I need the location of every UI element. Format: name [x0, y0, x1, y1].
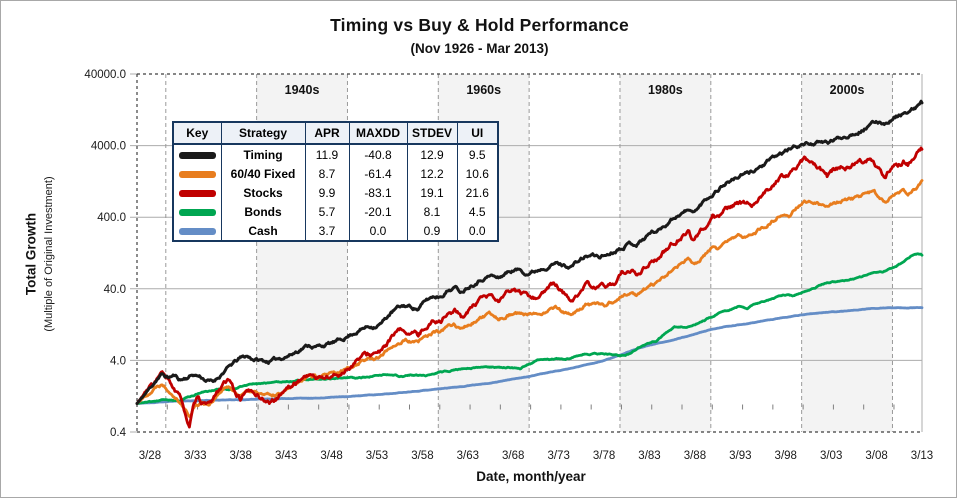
- x-tick-label: 3/13: [911, 450, 933, 462]
- legend-color-swatch: [178, 151, 216, 159]
- legend-value-cell: -20.1: [348, 202, 408, 221]
- legend-header-key: Key: [172, 122, 222, 145]
- legend-header-maxdd: MAXDD: [348, 122, 408, 145]
- legend-value-cell: -83.1: [348, 183, 408, 202]
- legend-key-cell: [172, 202, 222, 221]
- legend-value-cell: 0.0: [456, 221, 499, 241]
- legend-value-cell: 21.6: [456, 183, 499, 202]
- chart-title: Timing vs Buy & Hold Performance: [330, 15, 629, 35]
- series-line-stocks: [135, 146, 924, 429]
- legend-color-swatch: [178, 170, 216, 178]
- legend-value-cell: 10.6: [456, 164, 499, 183]
- decade-label: 2000s: [830, 83, 865, 97]
- x-tick-label: 3/73: [547, 450, 569, 462]
- legend-value-cell: 0.9: [406, 221, 458, 241]
- legend-color-swatch: [178, 189, 216, 197]
- y-tick-label: 40000.0: [84, 69, 126, 81]
- legend-value-cell: 19.1: [406, 183, 458, 202]
- legend-value-cell: 0.0: [348, 221, 408, 241]
- legend-header-stdev: STDEV: [406, 122, 458, 145]
- chart-subtitle: (Nov 1926 - Mar 2013): [410, 41, 549, 56]
- x-tick-label: 3/63: [457, 450, 479, 462]
- legend-value-cell: 4.5: [456, 202, 499, 221]
- legend-strategy-cell: Bonds: [220, 202, 306, 221]
- legend-strategy-cell: Timing: [220, 144, 306, 164]
- legend-key-cell: [172, 164, 222, 183]
- y-axis-title: Total Growth: [23, 212, 39, 296]
- x-tick-label: 3/33: [184, 450, 206, 462]
- x-tick-label: 3/98: [775, 450, 797, 462]
- y-tick-label: 4.0: [110, 355, 126, 367]
- legend-value-cell: 5.7: [304, 202, 350, 221]
- y-tick-label: 40.0: [104, 284, 126, 296]
- x-tick-label: 3/38: [230, 450, 252, 462]
- legend-value-cell: 3.7: [304, 221, 350, 241]
- x-tick-label: 3/03: [820, 450, 842, 462]
- legend-table: Key Strategy APR MAXDD STDEV UI Timing 11.9 -40…: [172, 121, 499, 242]
- legend-table-header: Key Strategy APR MAXDD STDEV UI: [172, 122, 499, 145]
- legend-row-60-40-fixed: 60/40 Fixed 8.7 -61.4 12.2 10.6: [172, 164, 499, 183]
- x-tick-label: 3/48: [320, 450, 342, 462]
- x-tick-label: 3/08: [865, 450, 887, 462]
- legend-color-swatch: [178, 208, 216, 216]
- x-tick-label: 3/78: [593, 450, 615, 462]
- decade-label: 1960s: [466, 83, 501, 97]
- y-tick-label: 0.4: [110, 427, 127, 439]
- legend-value-cell: 12.2: [406, 164, 458, 183]
- legend-value-cell: 11.9: [304, 144, 350, 164]
- legend-header-ui: UI: [456, 122, 499, 145]
- legend-strategy-cell: 60/40 Fixed: [220, 164, 306, 183]
- legend-strategy-cell: Cash: [220, 221, 306, 241]
- decade-label: 1940s: [285, 83, 320, 97]
- series-line-timing: [135, 99, 924, 405]
- x-tick-label: 3/83: [638, 450, 660, 462]
- series-line-cash: [135, 306, 924, 405]
- legend-strategy-cell: Stocks: [220, 183, 306, 202]
- series-line-60-40-fixed: [135, 179, 924, 419]
- x-axis-title: Date, month/year: [476, 469, 586, 484]
- legend-key-cell: [172, 144, 222, 164]
- decade-label: 1980s: [648, 83, 683, 97]
- legend-color-swatch: [178, 227, 216, 235]
- x-tick-label: 3/68: [502, 450, 524, 462]
- legend-row-bonds: Bonds 5.7 -20.1 8.1 4.5: [172, 202, 499, 221]
- decade-band: [801, 74, 893, 432]
- legend-key-cell: [172, 183, 222, 202]
- legend-row-timing: Timing 11.9 -40.8 12.9 9.5: [172, 144, 499, 164]
- x-tick-label: 3/88: [684, 450, 706, 462]
- legend-value-cell: 8.1: [406, 202, 458, 221]
- legend-row-cash: Cash 3.7 0.0 0.9 0.0: [172, 221, 499, 241]
- legend-value-cell: -40.8: [348, 144, 408, 164]
- x-tick-label: 3/43: [275, 450, 297, 462]
- x-tick-label: 3/58: [411, 450, 433, 462]
- x-tick-label: 3/28: [139, 450, 161, 462]
- x-tick-label: 3/93: [729, 450, 751, 462]
- series-line-bonds: [135, 252, 924, 405]
- y-axis-subtitle: (Multiple of Original Investment): [43, 176, 55, 332]
- y-tick-label: 400.0: [97, 212, 126, 224]
- legend-value-cell: -61.4: [348, 164, 408, 183]
- legend-value-cell: 9.9: [304, 183, 350, 202]
- decade-band: [619, 74, 711, 432]
- legend-header-apr: APR: [304, 122, 350, 145]
- legend-header-strategy: Strategy: [220, 122, 306, 145]
- legend-row-stocks: Stocks 9.9 -83.1 19.1 21.6: [172, 183, 499, 202]
- x-tick-label: 3/53: [366, 450, 388, 462]
- legend-value-cell: 9.5: [456, 144, 499, 164]
- legend-value-cell: 8.7: [304, 164, 350, 183]
- y-tick-label: 4000.0: [91, 141, 126, 153]
- legend-value-cell: 12.9: [406, 144, 458, 164]
- legend-key-cell: [172, 221, 222, 241]
